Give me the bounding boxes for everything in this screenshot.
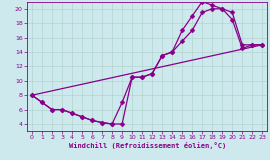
X-axis label: Windchill (Refroidissement éolien,°C): Windchill (Refroidissement éolien,°C) bbox=[69, 142, 226, 149]
